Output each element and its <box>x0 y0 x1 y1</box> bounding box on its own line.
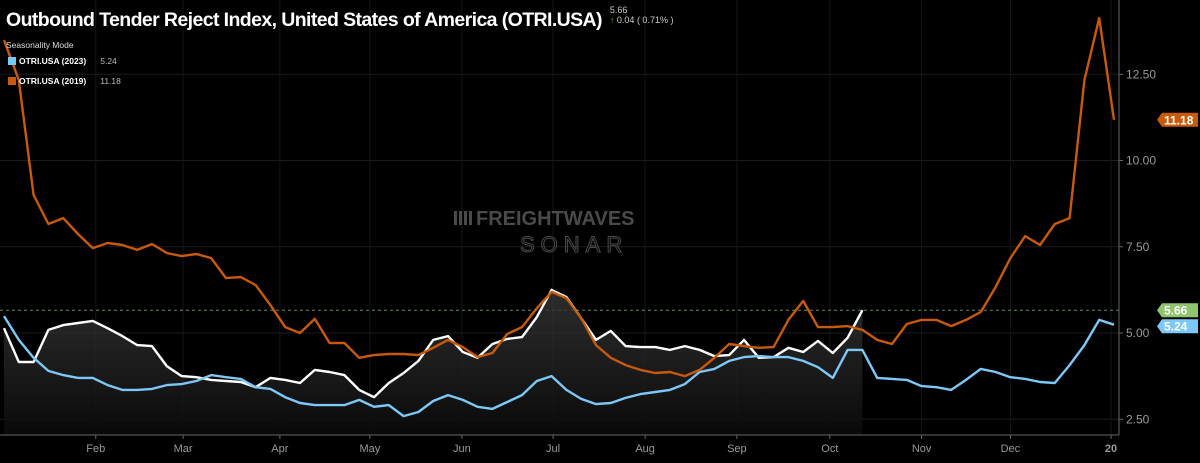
last-value-block: 5.66 ↑ 0.04 ( 0.71% ) <box>610 5 674 25</box>
arrow-up-icon: ↑ <box>609 15 615 25</box>
series-line <box>2 315 1115 418</box>
change-value-row: ↑ 0.04 ( 0.71% ) <box>610 15 674 25</box>
last-value: 5.66 <box>609 5 628 15</box>
legend-value: 5.24 <box>100 56 117 66</box>
y-tick-label: 5.00 <box>1126 326 1150 340</box>
value-tag-background <box>1157 303 1198 318</box>
series-line <box>2 16 1116 378</box>
y-tick-label: 2.50 <box>1126 412 1150 426</box>
value-tag-background <box>1157 319 1198 334</box>
value-tag-label: 11.18 <box>1164 113 1194 127</box>
legend-item-2023[interactable]: OTRI.USA (2023) 5.24 <box>8 56 117 66</box>
x-tick-label: 20 <box>1105 443 1117 455</box>
freightwaves-sonar-watermark: FREIGHTWAVES SONAR <box>454 208 635 258</box>
y-tick-label: 7.50 <box>1126 240 1150 254</box>
chart-header: Outbound Tender Reject Index, United Sta… <box>6 5 673 32</box>
value-tag-label: 5.66 <box>1164 304 1188 318</box>
x-tick-label: Jun <box>453 443 471 455</box>
watermark-line2: SONAR <box>520 232 628 257</box>
axes: 2.50 5.00 7.50 10.00 12.50 Feb Mar Apr May Jun Jul… <box>0 0 1156 455</box>
legend-item-2019[interactable]: OTRI.USA (2019) 11.18 <box>8 76 121 86</box>
legend-swatch-icon <box>8 77 16 85</box>
legend-label: OTRI.USA (2023) <box>19 56 87 66</box>
series-area-fill <box>4 289 863 435</box>
value-tag-label: 5.24 <box>1164 320 1188 334</box>
legend-swatch-icon <box>8 57 16 65</box>
x-tick-label: Nov <box>912 443 932 455</box>
series-layer <box>2 16 1116 435</box>
legend-value: 11.18 <box>100 76 121 86</box>
x-tick-label: Mar <box>174 443 193 455</box>
x-tick-label: Aug <box>635 443 655 455</box>
value-tags: 11.18 5.66 5.24 <box>1157 112 1198 334</box>
value-tag-background <box>1157 112 1198 127</box>
seasonality-mode-label: Seasonality Mode <box>6 40 74 50</box>
x-tick-label: Jul <box>546 443 560 455</box>
watermark-line1: FREIGHTWAVES <box>476 208 635 230</box>
legend-label: OTRI.USA (2019) <box>19 76 87 86</box>
x-tick-label: Feb <box>86 443 105 455</box>
freightwaves-logo-icon <box>454 211 472 225</box>
change-value: 0.04 ( 0.71% ) <box>616 15 674 25</box>
x-tick-label: Oct <box>821 443 838 455</box>
x-tick-label: Sep <box>727 443 747 455</box>
y-tick-label: 12.50 <box>1126 67 1156 81</box>
y-tick-label: 10.00 <box>1126 154 1156 168</box>
x-tick-label: Dec <box>1001 443 1021 455</box>
x-tick-label: Apr <box>271 443 288 455</box>
chart-title: Outbound Tender Reject Index, United Sta… <box>6 9 603 31</box>
x-tick-label: May <box>359 443 380 455</box>
